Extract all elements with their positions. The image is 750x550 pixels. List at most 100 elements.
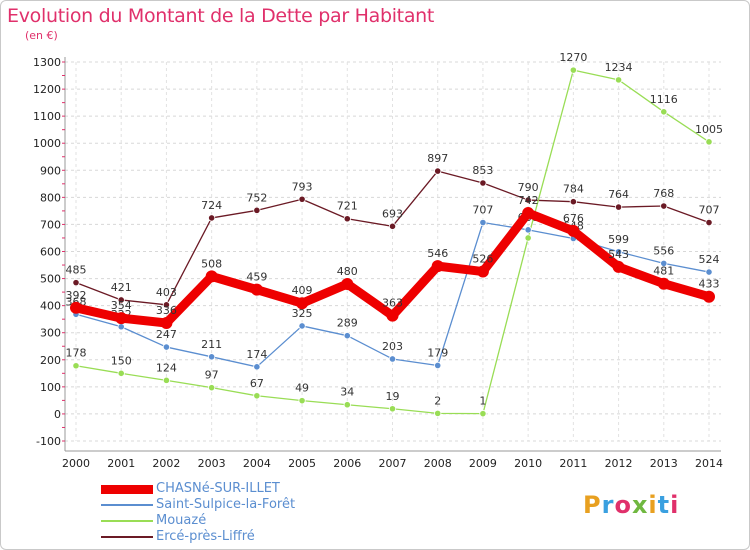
y-tick-label: 1200 [33, 83, 61, 96]
data-label: 203 [382, 340, 403, 353]
data-point [117, 296, 125, 304]
data-label: 354 [111, 299, 132, 312]
x-tick-label: 2010 [514, 457, 542, 470]
data-point [388, 405, 397, 413]
data-point [205, 270, 218, 283]
data-label: 793 [292, 180, 313, 193]
data-label: 247 [156, 328, 177, 341]
y-tick-label: 0 [54, 408, 61, 421]
data-point [614, 203, 623, 211]
data-point [388, 355, 397, 363]
data-point [298, 195, 306, 203]
y-tick-label: 400 [40, 300, 61, 313]
data-point [298, 397, 306, 405]
data-point [162, 376, 171, 384]
logo-letter: o [614, 491, 632, 519]
data-label: 768 [653, 187, 674, 200]
data-point [434, 361, 442, 370]
data-point [524, 226, 532, 234]
data-point [341, 277, 354, 290]
data-point [614, 76, 623, 84]
data-label: 363 [382, 297, 403, 310]
data-point [476, 265, 489, 278]
data-point [524, 234, 532, 242]
legend-label: CHASNé-SUR-ILLET [156, 481, 280, 496]
data-point [208, 384, 216, 392]
data-label: 403 [156, 286, 177, 299]
logo-letter: x [631, 491, 649, 519]
data-label: 1234 [605, 61, 633, 74]
data-point [612, 260, 625, 273]
data-label: 1 [479, 395, 486, 408]
data-label: 508 [201, 257, 222, 270]
x-tick-label: 2007 [379, 457, 407, 470]
data-label: 693 [382, 207, 403, 220]
data-point [162, 301, 171, 309]
data-point [569, 66, 577, 74]
legend-item: Mouazé [101, 513, 351, 529]
data-point [479, 410, 487, 418]
data-point [253, 206, 261, 214]
data-label: 2 [434, 394, 441, 407]
data-label: 392 [66, 289, 87, 302]
data-point [70, 301, 82, 314]
legend-label: Saint-Sulpice-la-Forêt [156, 497, 296, 512]
data-label: 1005 [695, 123, 723, 136]
data-label: 790 [518, 181, 539, 194]
data-point [386, 309, 399, 322]
chart-subtitle: (en €) [25, 29, 58, 42]
data-label: 67 [250, 377, 264, 390]
data-label: 784 [563, 183, 584, 196]
x-tick-label: 2012 [605, 457, 633, 470]
data-label: 49 [295, 382, 309, 395]
y-tick-label: 1000 [33, 137, 61, 150]
data-point [115, 312, 128, 325]
legend-swatch [101, 520, 153, 522]
y-tick-label: 500 [40, 273, 61, 286]
logo-letter: r [601, 491, 615, 519]
data-label: 97 [205, 369, 219, 382]
y-tick-label: 700 [40, 218, 61, 231]
data-point [343, 332, 351, 340]
x-tick-label: 2005 [288, 457, 316, 470]
x-tick-label: 2011 [559, 457, 587, 470]
y-tick-label: 1300 [33, 56, 61, 69]
y-tick-label: 300 [40, 327, 61, 340]
data-label: 724 [201, 199, 222, 212]
legend-swatch [101, 504, 153, 506]
data-point [208, 214, 216, 222]
data-point [479, 179, 487, 187]
legend-swatch [101, 485, 153, 494]
data-label: 897 [427, 152, 448, 165]
data-label: 150 [111, 354, 132, 367]
data-label: 409 [292, 284, 313, 297]
y-tick-label: 600 [40, 246, 61, 259]
x-tick-label: 2003 [198, 457, 226, 470]
proxiti-logo: Proxiti [583, 491, 679, 519]
data-point [479, 218, 487, 227]
data-point [250, 283, 263, 296]
data-label: 211 [201, 338, 222, 351]
data-label: 764 [608, 188, 629, 201]
data-point [705, 268, 713, 276]
data-label: 707 [472, 204, 493, 217]
data-label: 481 [653, 265, 674, 278]
x-tick-label: 2014 [695, 457, 723, 470]
data-label: 325 [292, 307, 313, 320]
data-point [117, 323, 125, 331]
data-point [343, 215, 351, 223]
data-label: 459 [246, 271, 267, 284]
legend-item: CHASNé-SUR-ILLET [101, 481, 351, 497]
data-point [431, 260, 444, 273]
data-label: 178 [66, 347, 87, 360]
y-tick-label: 900 [40, 164, 61, 177]
data-label: 524 [699, 253, 720, 266]
legend-item: Saint-Sulpice-la-Forêt [101, 497, 351, 513]
y-tick-label: -100 [36, 435, 61, 448]
data-label: 336 [156, 304, 177, 317]
data-point [522, 207, 535, 220]
data-point [253, 363, 261, 371]
x-tick-label: 2008 [424, 457, 452, 470]
